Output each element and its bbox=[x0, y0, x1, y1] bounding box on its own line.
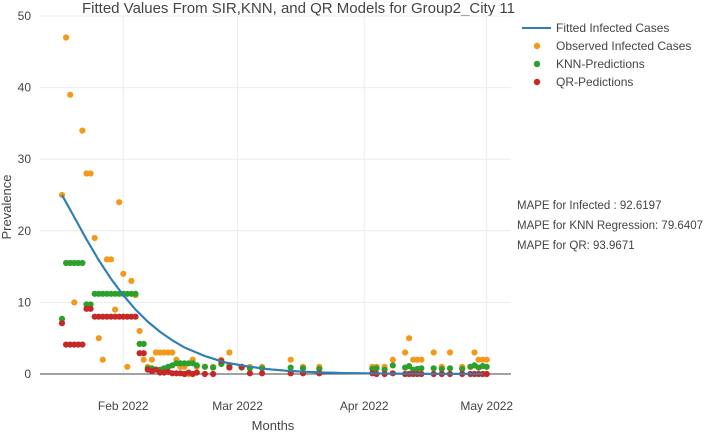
knn-point bbox=[140, 340, 147, 347]
observed-point bbox=[430, 349, 437, 356]
knn-point bbox=[201, 363, 208, 370]
x-axis-label: Months bbox=[252, 418, 295, 433]
observed-point bbox=[107, 256, 115, 263]
mape-annotation: MAPE for QR: 93.9671 bbox=[517, 240, 635, 252]
observed-point bbox=[67, 91, 74, 98]
qr-point bbox=[79, 341, 86, 348]
observed-point bbox=[124, 363, 131, 370]
annotations: MAPE for Infected : 92.6197 MAPE for KNN … bbox=[517, 200, 703, 252]
chart-title: Fitted Values From SIR,KNN, and QR Model… bbox=[82, 0, 515, 17]
observed-point bbox=[136, 327, 143, 335]
y-axis-ticks: 0 10 20 30 40 50 bbox=[18, 9, 32, 381]
qr-point bbox=[140, 350, 147, 357]
observed-point bbox=[287, 356, 294, 363]
grid bbox=[40, 15, 511, 374]
knn-point bbox=[389, 362, 396, 369]
observed-point bbox=[112, 306, 119, 313]
y-tick-label: 50 bbox=[18, 9, 32, 23]
knn-point bbox=[193, 362, 200, 369]
x-tick-label: Feb 2022 bbox=[98, 399, 149, 413]
qr-point bbox=[246, 370, 253, 377]
observed-point bbox=[406, 335, 413, 342]
series-line-fitted-top bbox=[61, 194, 483, 375]
observed-point bbox=[148, 356, 155, 363]
qr-point bbox=[259, 370, 266, 377]
observed-point bbox=[471, 349, 478, 356]
qr-point bbox=[132, 313, 139, 320]
mape-annotation: MAPE for Infected : 92.6197 bbox=[517, 200, 661, 212]
x-tick-label: Mar 2022 bbox=[212, 399, 263, 413]
knn-point bbox=[406, 363, 413, 370]
observed-point bbox=[63, 34, 70, 41]
legend-swatch-dot bbox=[533, 42, 541, 50]
legend-label: Fitted Infected Cases bbox=[556, 21, 669, 35]
qr-point bbox=[58, 320, 66, 327]
knn-point bbox=[381, 366, 388, 373]
qr-point bbox=[201, 370, 208, 378]
knn-point bbox=[418, 365, 425, 372]
qr-point bbox=[87, 305, 94, 312]
knn-point bbox=[446, 365, 454, 372]
y-tick-label: 30 bbox=[18, 152, 32, 166]
observed-point bbox=[87, 170, 94, 177]
observed-point bbox=[120, 270, 127, 277]
observed-point bbox=[226, 349, 233, 356]
observed-point bbox=[79, 127, 86, 134]
observed-point bbox=[71, 299, 78, 306]
knn-point bbox=[373, 365, 380, 372]
knn-point bbox=[287, 364, 294, 371]
knn-point bbox=[483, 363, 490, 370]
observed-point bbox=[95, 335, 102, 342]
observed-point bbox=[483, 356, 490, 363]
qr-point bbox=[193, 369, 200, 376]
series-layer bbox=[58, 34, 490, 378]
observed-point bbox=[446, 349, 454, 356]
knn-point bbox=[87, 301, 94, 308]
knn-point bbox=[210, 364, 217, 371]
x-tick-label: May 2022 bbox=[460, 399, 513, 413]
legend-label: KNN-Predictions bbox=[556, 57, 645, 71]
knn-point bbox=[58, 315, 66, 322]
observed-point bbox=[402, 349, 409, 356]
observed-point bbox=[116, 199, 123, 206]
legend-label: QR-Pedictions bbox=[556, 75, 633, 89]
legend-swatch-dot bbox=[533, 60, 541, 68]
legend-label: Observed Infected Cases bbox=[556, 39, 691, 53]
x-tick-label: Apr 2022 bbox=[340, 399, 389, 413]
knn-point bbox=[459, 365, 466, 373]
legend-swatch-dot bbox=[533, 78, 541, 86]
observed-point bbox=[169, 349, 176, 356]
observed-point bbox=[389, 356, 396, 363]
y-axis-label: Prevalence bbox=[0, 174, 14, 239]
qr-point bbox=[226, 364, 233, 371]
y-tick-label: 0 bbox=[24, 367, 31, 381]
qr-point bbox=[210, 370, 217, 378]
observed-point bbox=[91, 234, 98, 242]
qr-point bbox=[483, 370, 490, 378]
observed-point bbox=[140, 356, 147, 363]
knn-point bbox=[299, 365, 307, 372]
knn-point bbox=[79, 259, 86, 267]
series-line-fitted bbox=[61, 194, 483, 375]
x-axis-ticks: Feb 2022 Mar 2022 Apr 2022 May 2022 bbox=[98, 399, 514, 413]
observed-point bbox=[128, 277, 135, 284]
y-tick-label: 10 bbox=[18, 295, 32, 309]
y-tick-label: 20 bbox=[18, 224, 32, 238]
y-tick-label: 40 bbox=[18, 81, 32, 95]
knn-point bbox=[316, 365, 323, 373]
observed-point bbox=[418, 356, 425, 363]
knn-point bbox=[438, 365, 445, 373]
knn-point bbox=[132, 290, 139, 297]
mape-annotation: MAPE for KNN Regression: 79.6407 bbox=[517, 220, 703, 232]
knn-point bbox=[430, 365, 437, 372]
legend: Fitted Infected Cases Observed Infected C… bbox=[522, 21, 691, 89]
observed-point bbox=[99, 356, 106, 363]
